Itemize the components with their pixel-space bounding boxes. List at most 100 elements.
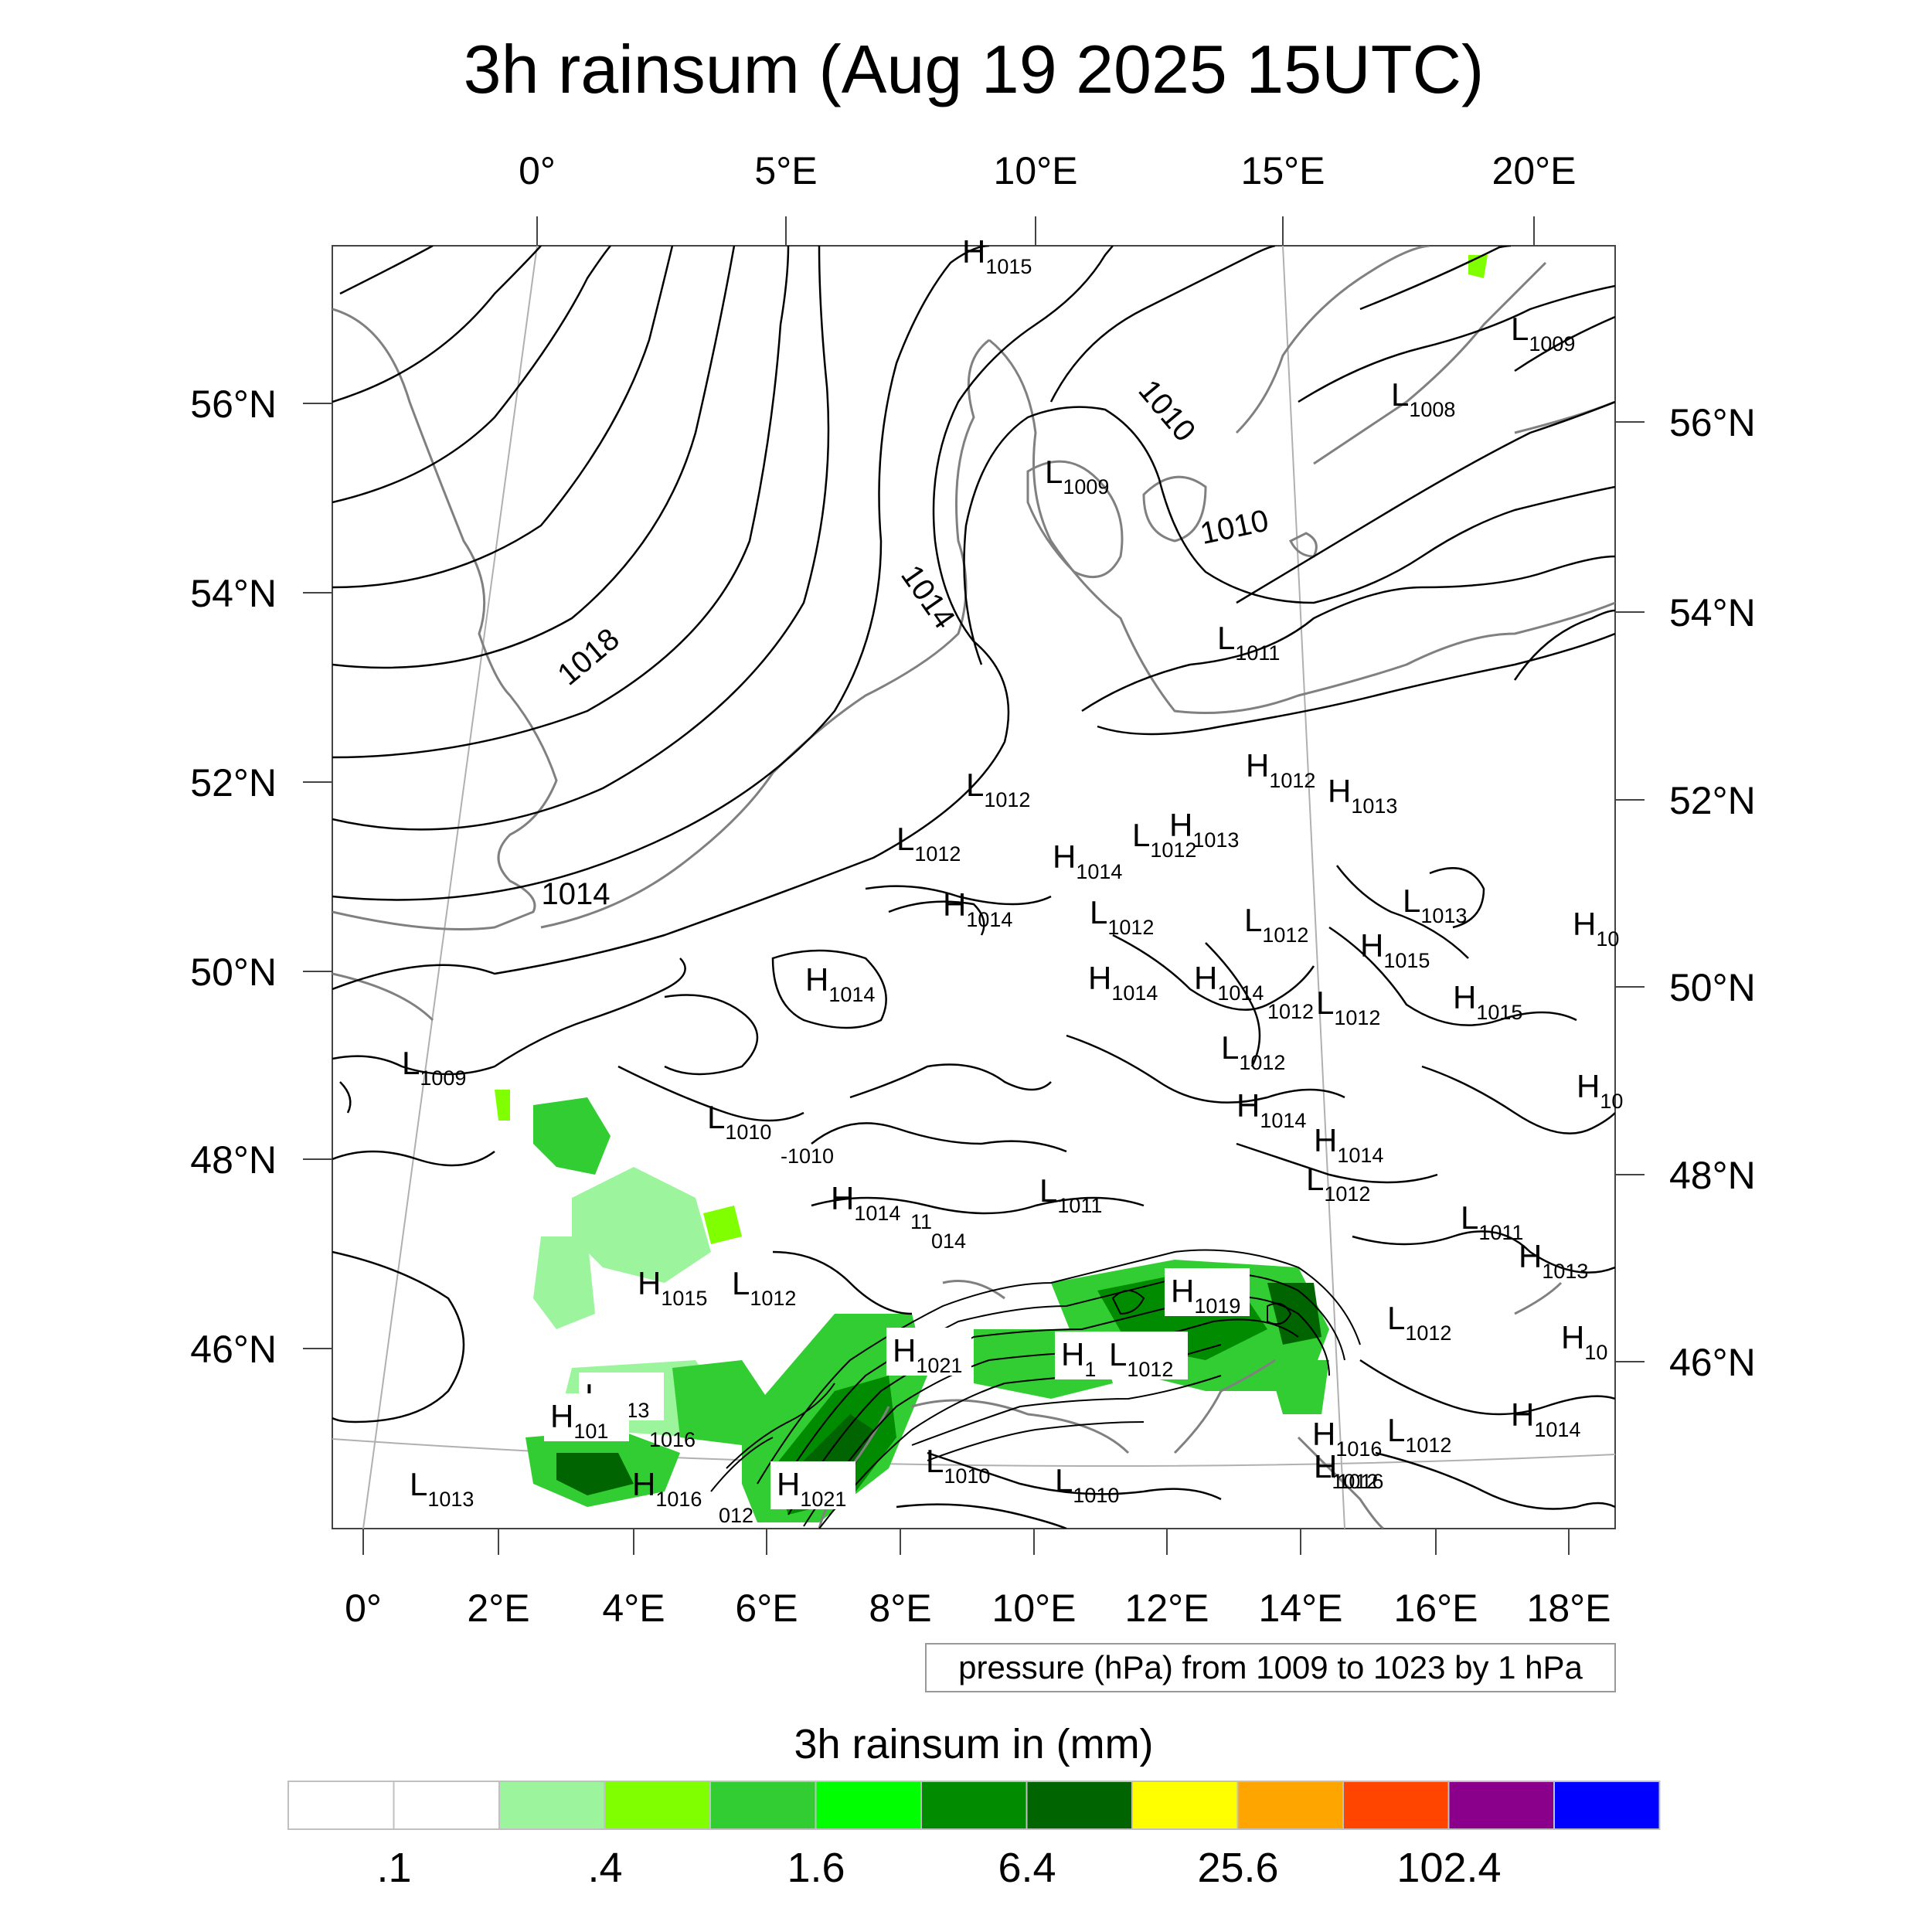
colorbar-tick-label: 6.4 bbox=[998, 1845, 1056, 1891]
fragment-label: 1016 bbox=[649, 1428, 696, 1451]
coastline bbox=[1235, 246, 1430, 434]
pressure-center: H10 bbox=[1573, 906, 1619, 951]
isobar bbox=[1205, 942, 1261, 1067]
bottom-lon-label: 14°E bbox=[1259, 1587, 1343, 1630]
pressure-center: H1014 bbox=[1236, 1087, 1306, 1132]
isobar bbox=[896, 1503, 1067, 1529]
colorbar-swatch bbox=[287, 1781, 395, 1830]
pressure-center-value: 1012 bbox=[914, 842, 961, 866]
pressure-center-value: 1014 bbox=[966, 908, 1012, 931]
right-lat-label: 54°N bbox=[1669, 591, 1756, 634]
pressure-center-value: 1012 bbox=[1239, 1051, 1285, 1074]
isobar bbox=[757, 1249, 1361, 1485]
bottom-longitude-axis: 0° 2°E 4°E 6°E 8°E 10°E 12°E 14°E 16°E 1… bbox=[345, 1529, 1611, 1630]
isobar bbox=[1066, 1034, 1345, 1104]
isobar bbox=[332, 1150, 495, 1167]
pressure-center-value: 1013 bbox=[1420, 904, 1467, 927]
pressure-center-value: 1013 bbox=[1542, 1260, 1588, 1283]
colorbar-tick-label: 102.4 bbox=[1396, 1845, 1501, 1891]
pressure-center-value: 1010 bbox=[944, 1464, 990, 1488]
colorbar-title: 3h rainsum in (mm) bbox=[794, 1721, 1153, 1767]
colorbar bbox=[287, 1781, 1661, 1830]
pressure-center-letter: H1015 bbox=[638, 1265, 707, 1310]
isobar bbox=[726, 1383, 835, 1469]
isobar bbox=[710, 1437, 774, 1492]
contour-label: 1014 bbox=[542, 877, 611, 911]
isobar bbox=[664, 994, 759, 1076]
isobar bbox=[1112, 934, 1315, 1011]
pressure-center-value: 1012 bbox=[1405, 1434, 1451, 1457]
isobar bbox=[332, 246, 790, 759]
right-lat-label: 46°N bbox=[1669, 1341, 1756, 1384]
pressure-center-value: 1 bbox=[1084, 1358, 1096, 1381]
isobar bbox=[1336, 865, 1469, 959]
pressure-center-value: 1016 bbox=[1337, 1470, 1383, 1493]
isobar bbox=[787, 1295, 1330, 1515]
coastline bbox=[911, 1399, 1130, 1454]
isobar bbox=[1352, 1230, 1615, 1274]
coastline bbox=[1142, 475, 1207, 543]
pressure-center-value: 1014 bbox=[1076, 860, 1122, 883]
pressure-center-value: 1010 bbox=[725, 1121, 771, 1144]
left-lat-label: 46°N bbox=[190, 1328, 277, 1371]
isobar bbox=[332, 1250, 465, 1423]
pressure-center-value: 1012 bbox=[1334, 1006, 1380, 1029]
isobar bbox=[332, 246, 736, 669]
coastline bbox=[1514, 1281, 1563, 1315]
isobar bbox=[1514, 315, 1615, 372]
pressure-center-value: 1013 bbox=[427, 1488, 474, 1511]
isobar bbox=[1359, 1359, 1615, 1416]
isobar bbox=[1081, 555, 1615, 713]
colorbar-ticks: .1 .4 1.6 6.4 25.6 102.4 bbox=[376, 1845, 1501, 1891]
pressure-center: H1021 bbox=[770, 1461, 855, 1511]
colorbar-swatch bbox=[604, 1781, 711, 1830]
top-longitude-axis: 0° 5°E 10°E 15°E 20°E bbox=[519, 149, 1576, 246]
colorbar-tick-label: .1 bbox=[376, 1845, 411, 1891]
pressure-center-value: 1016 bbox=[655, 1488, 702, 1511]
isobar bbox=[332, 246, 990, 901]
colorbar-swatch bbox=[1342, 1781, 1450, 1830]
fragment-labels: -1010 1012 11 014 012 1016 bbox=[649, 1000, 1314, 1527]
pressure-center-value: 1019 bbox=[1194, 1294, 1240, 1318]
colorbar-swatch bbox=[1236, 1781, 1344, 1830]
isobar bbox=[865, 885, 1052, 906]
coastline bbox=[540, 338, 990, 929]
pressure-center-value: 10 bbox=[1600, 1090, 1623, 1113]
pressure-center-value: 1012 bbox=[1324, 1182, 1370, 1206]
fragment-label: 014 bbox=[931, 1230, 966, 1253]
isobar bbox=[888, 900, 985, 936]
pressure-center-value: 1009 bbox=[1063, 475, 1109, 498]
pressure-center-value: 1021 bbox=[800, 1488, 846, 1511]
pressure-center-value: 1009 bbox=[1529, 332, 1575, 355]
pressure-center-value: 1015 bbox=[661, 1287, 707, 1310]
pressure-center-value: 1012 bbox=[1107, 916, 1154, 939]
colorbar-swatch bbox=[498, 1781, 606, 1830]
fragment-label: -1010 bbox=[781, 1145, 834, 1168]
pressure-center-value: 1012 bbox=[1127, 1358, 1173, 1381]
rain-area bbox=[533, 1236, 595, 1329]
pressure-center-value: 1014 bbox=[854, 1202, 900, 1225]
top-lon-label: 20°E bbox=[1492, 149, 1577, 192]
coastline bbox=[332, 972, 434, 1022]
top-lon-label: 15°E bbox=[1241, 149, 1325, 192]
pressure-center-value: 1016 bbox=[1335, 1437, 1382, 1461]
map-area: 1010 1010 1014 1018 1014 H1015L1009L1008… bbox=[332, 233, 1623, 1529]
isobar bbox=[339, 246, 434, 295]
colorbar-swatch bbox=[709, 1781, 817, 1830]
isobar bbox=[1513, 609, 1615, 681]
pressure-center-value: 1010 bbox=[1073, 1484, 1119, 1507]
rain-area bbox=[1267, 1360, 1329, 1414]
pressure-center: H10 bbox=[1561, 1319, 1607, 1364]
right-lat-label: 48°N bbox=[1669, 1154, 1756, 1197]
pressure-center-value: 101 bbox=[573, 1420, 608, 1443]
colorbar-swatch bbox=[1131, 1781, 1239, 1830]
isobar bbox=[617, 1065, 804, 1122]
coastline bbox=[1313, 261, 1547, 465]
pressure-center-value: 1009 bbox=[420, 1066, 466, 1090]
pressure-center-value: 1008 bbox=[1409, 398, 1455, 421]
right-lat-label: 56°N bbox=[1669, 401, 1756, 444]
colorbar-swatch bbox=[1553, 1781, 1661, 1830]
coastline bbox=[1173, 1359, 1276, 1454]
colorbar-tick-label: .4 bbox=[587, 1845, 622, 1891]
